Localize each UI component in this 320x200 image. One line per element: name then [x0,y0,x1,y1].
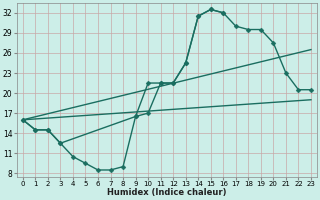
X-axis label: Humidex (Indice chaleur): Humidex (Indice chaleur) [107,188,227,197]
